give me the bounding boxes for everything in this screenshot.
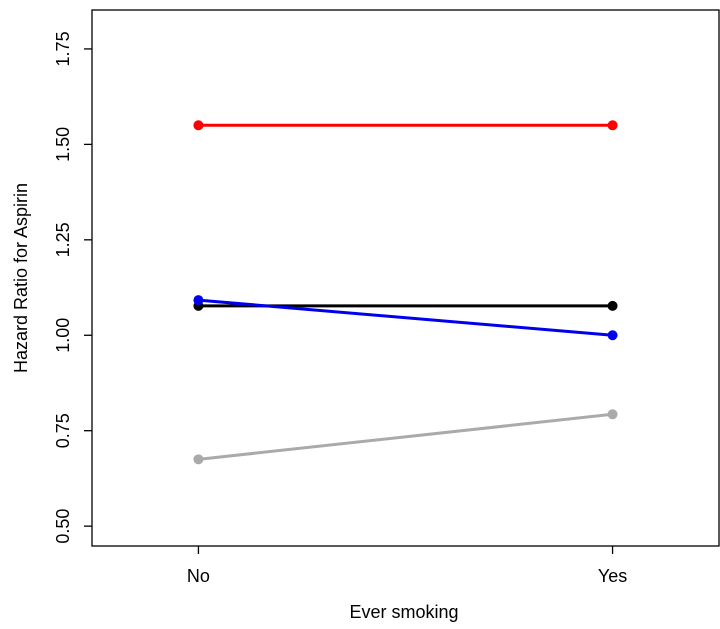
point bbox=[607, 120, 618, 131]
y-tick-label: 0.75 bbox=[53, 413, 73, 448]
y-tick-label: 1.00 bbox=[53, 318, 73, 353]
x-axis-label: Ever smoking bbox=[349, 602, 458, 622]
point bbox=[607, 330, 618, 341]
series-line bbox=[198, 412, 613, 461]
y-tick-label: 1.75 bbox=[53, 31, 73, 66]
point bbox=[607, 300, 618, 311]
point bbox=[193, 120, 204, 131]
y-tick-label: 0.50 bbox=[53, 509, 73, 544]
series-line bbox=[198, 298, 613, 337]
x-tick-label: Yes bbox=[598, 566, 627, 586]
plot-box bbox=[91, 9, 720, 547]
y-tick-label: 1.25 bbox=[53, 222, 73, 257]
y-tick-label: 1.50 bbox=[53, 127, 73, 162]
point bbox=[193, 295, 204, 306]
y-axis-label: Hazard Ratio for Aspirin bbox=[11, 183, 31, 373]
x-tick-label: No bbox=[187, 566, 210, 586]
point bbox=[607, 409, 618, 420]
point bbox=[193, 454, 204, 465]
